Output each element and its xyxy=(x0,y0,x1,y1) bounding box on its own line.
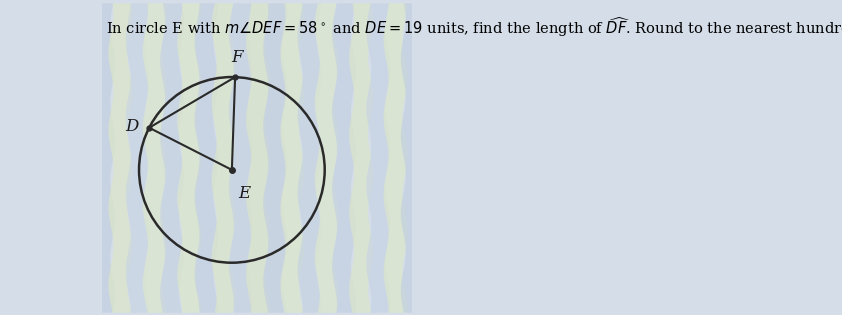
Text: D: D xyxy=(125,118,138,135)
Text: F: F xyxy=(231,49,242,66)
Text: In circle E with $m\angle DEF = 58^\circ$ and $DE = 19$ units, find the length o: In circle E with $m\angle DEF = 58^\circ… xyxy=(106,15,842,39)
Text: E: E xyxy=(238,185,250,202)
